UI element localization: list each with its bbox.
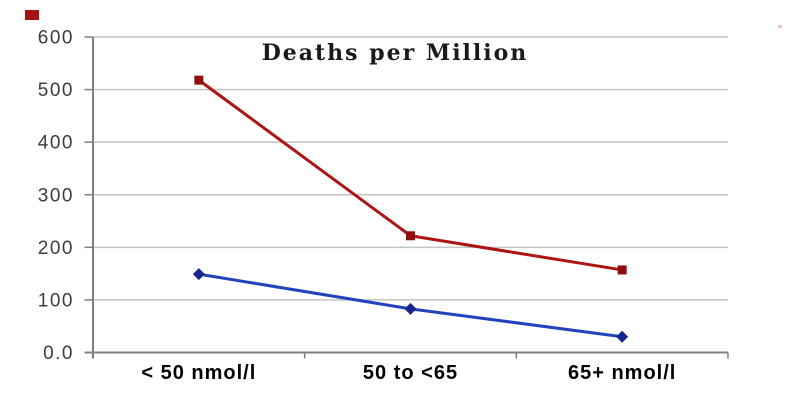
blue_series-point-2: [616, 330, 629, 343]
stray-red-square-artifact: [25, 10, 39, 20]
red_series-point-2: [617, 265, 627, 275]
y-axis-tick-label-200: 200: [38, 238, 74, 259]
red_series-point-0: [194, 75, 204, 85]
blue_series-point-1: [404, 302, 417, 315]
x-axis-category-label-1: 50 to <65: [363, 362, 458, 384]
y-axis-tick-label-100: 100: [38, 290, 74, 311]
x-axis-category-label-2: 65+ nmol/l: [568, 362, 676, 384]
y-axis-tick-label-0.0: 0.0: [43, 343, 74, 364]
y-axis-tick-label-400: 400: [38, 133, 74, 154]
y-axis-tick-label-500: 500: [38, 80, 74, 101]
red_series-point-1: [406, 231, 415, 241]
y-axis-tick-label-600: 600: [38, 28, 74, 49]
blue_series-point-0: [192, 268, 205, 281]
stray-pink-dot-artifact: [778, 25, 782, 28]
y-axis-tick-label-300: 300: [38, 185, 74, 206]
red_series-line: [197, 78, 623, 272]
x-axis-category-label-0: < 50 nmol/l: [141, 362, 256, 384]
chart-title: Deaths per Million: [261, 40, 529, 66]
